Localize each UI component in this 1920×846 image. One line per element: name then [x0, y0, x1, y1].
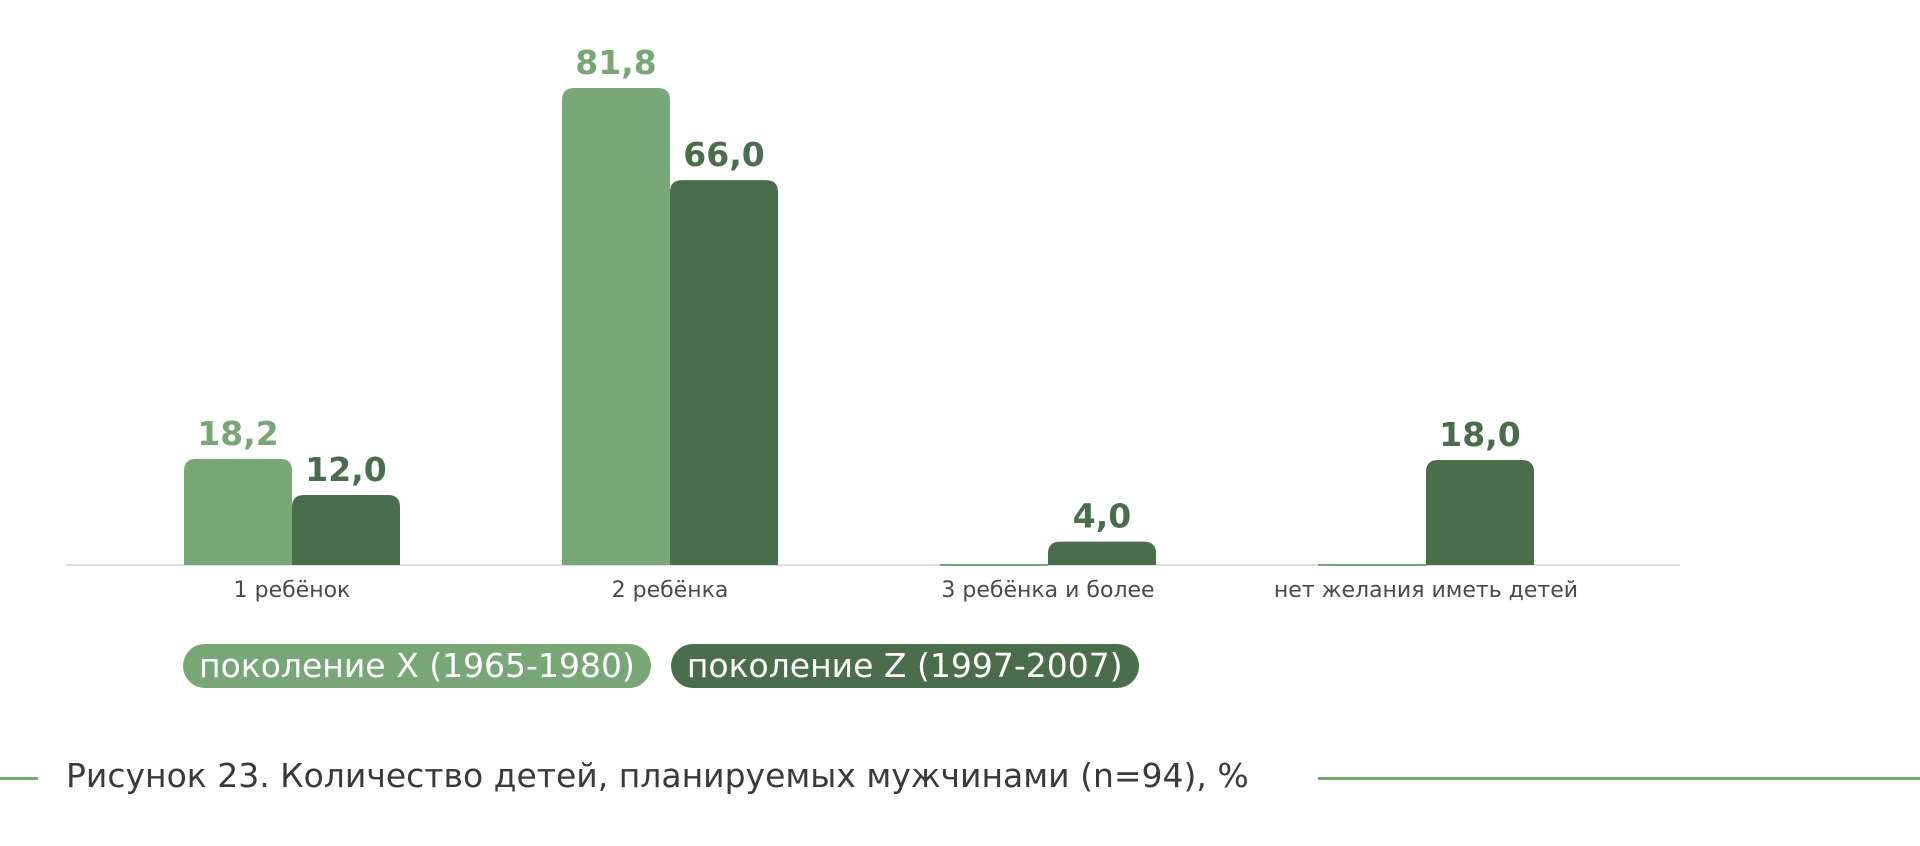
data-label-z-2: 4,0 [1073, 497, 1131, 536]
bar-x-1 [562, 88, 670, 565]
data-label-z-0: 12,0 [305, 450, 386, 489]
bar-z-0 [292, 495, 400, 565]
legend-item-generation-z: поколение Z (1997-2007) [670, 644, 1139, 688]
data-label-x-0: 18,2 [197, 414, 278, 453]
figure-caption: Рисунок 23. Количество детей, планируемы… [66, 756, 1249, 795]
legend-item-generation-x: поколение X (1965-1980) [183, 644, 651, 688]
x-tick-label-3: нет желания иметь детей [1274, 578, 1578, 603]
x-tick-label-1: 2 ребёнка [612, 578, 729, 603]
x-tick-label-0: 1 ребёнок [234, 578, 351, 603]
bar-x-0 [184, 458, 292, 565]
bar-z-3 [1426, 460, 1534, 565]
x-tick-label-2: 3 ребёнка и более [941, 578, 1154, 603]
bar-chart: 18,2 12,0 1 ребёнок 81,8 66,0 2 ребёнка 4,0 3 р… [66, 43, 1680, 603]
legend: поколение X (1965-1980) поколение Z (199… [183, 644, 1139, 688]
caption-rule-right [1318, 777, 1920, 780]
data-label-z-3: 18,0 [1439, 415, 1520, 454]
caption-rule-left [0, 777, 38, 780]
data-label-x-1: 81,8 [575, 43, 656, 82]
data-label-z-1: 66,0 [683, 135, 764, 174]
bar-z-2 [1048, 541, 1156, 565]
bar-z-1 [670, 180, 778, 566]
